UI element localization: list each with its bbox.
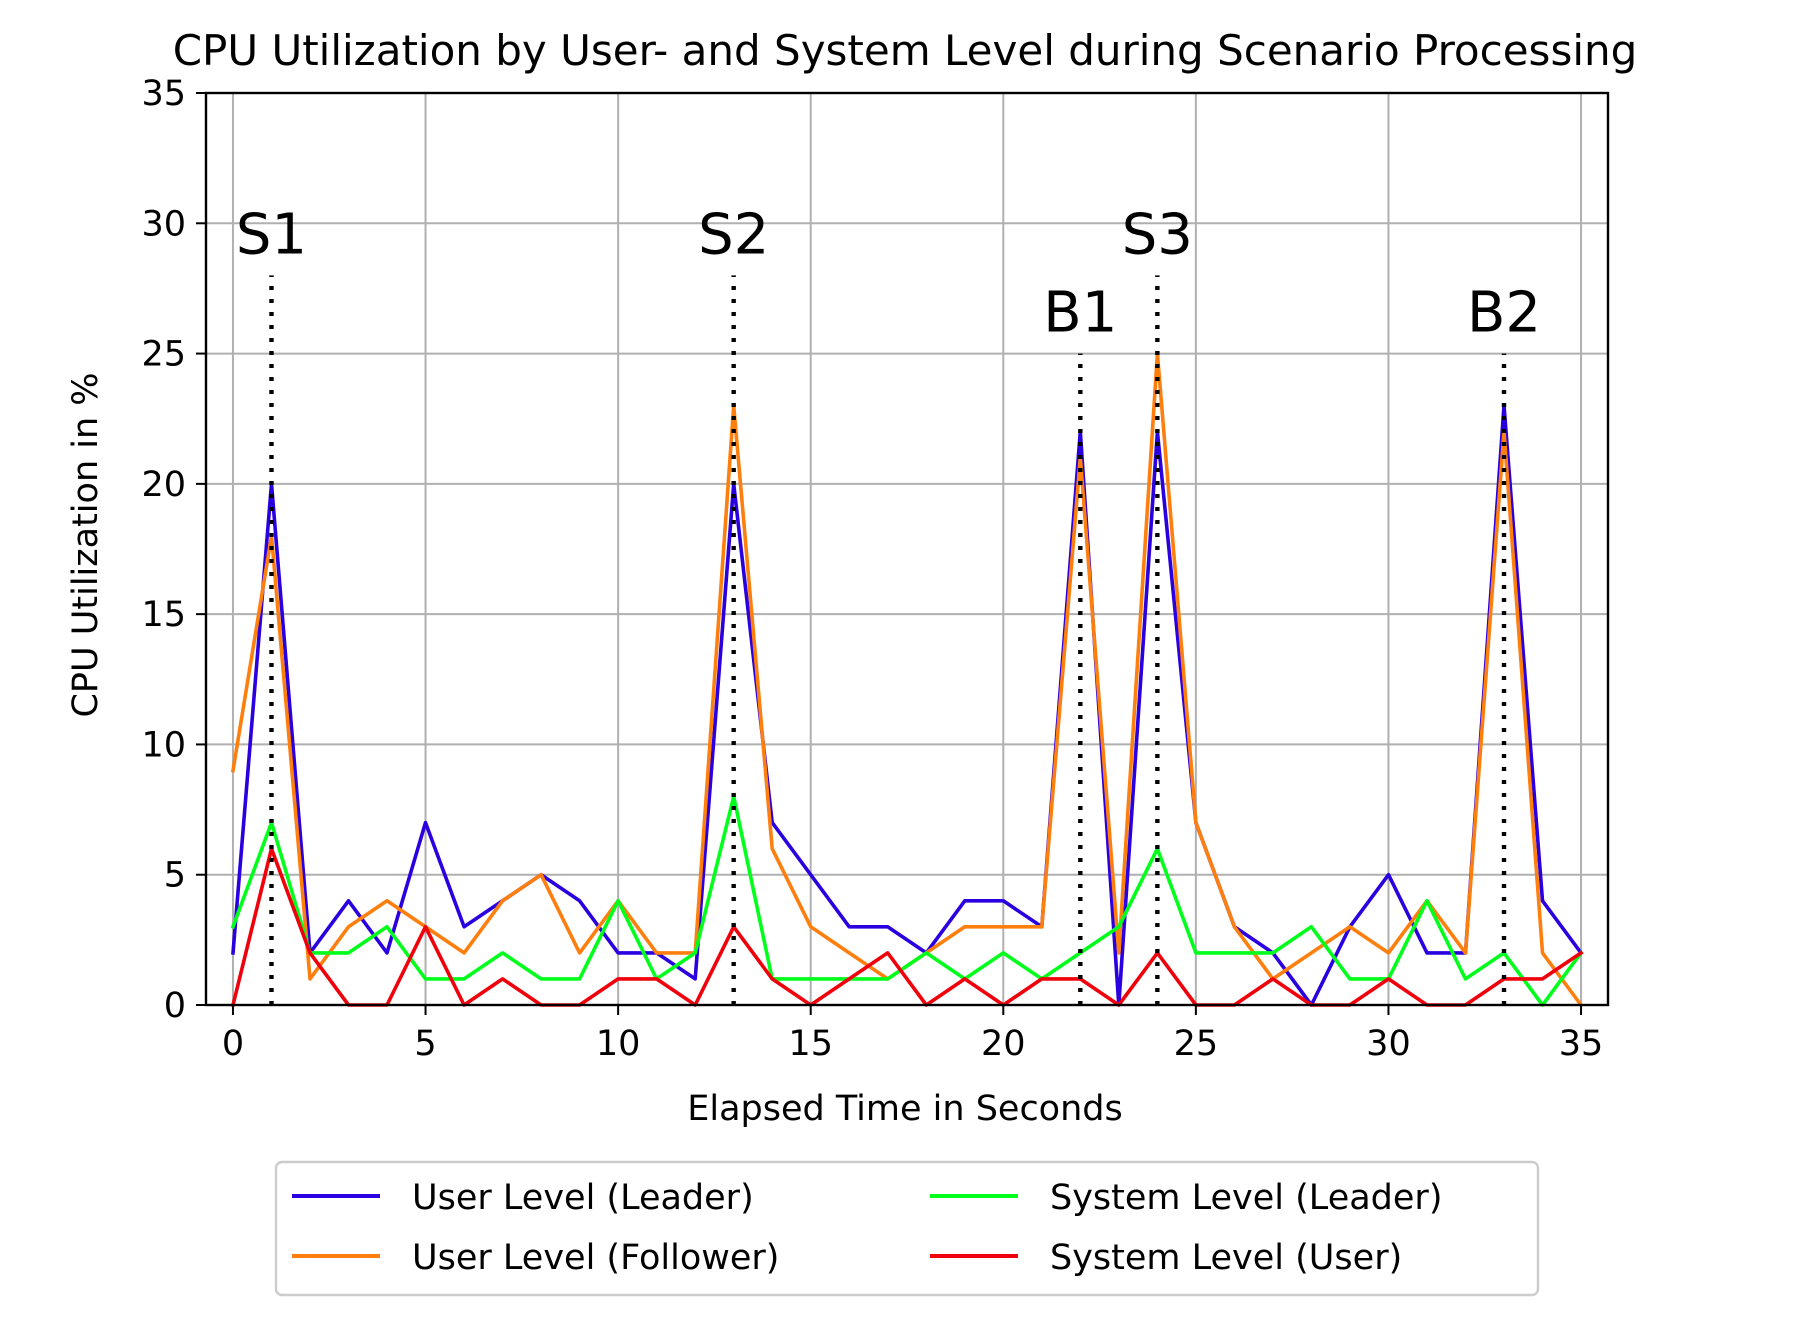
series-line-3 — [230, 846, 1584, 1008]
y-tick-label: 30 — [141, 204, 186, 244]
series-line-2 — [230, 794, 1584, 1007]
x-tick-label: 0 — [222, 1024, 244, 1064]
y-tick-label: 15 — [141, 595, 186, 635]
y-tick-label: 25 — [141, 335, 186, 375]
marker-label-s3: S3 — [1122, 202, 1193, 267]
x-tick-label: 35 — [1559, 1024, 1604, 1064]
x-tick-label: 15 — [788, 1024, 833, 1064]
marker-label-b2: B2 — [1467, 281, 1541, 346]
y-tick-label: 10 — [141, 725, 186, 765]
series-lines — [230, 351, 1584, 1008]
x-tick-label: 30 — [1366, 1024, 1411, 1064]
legend-label-0: User Level (Leader) — [412, 1178, 754, 1218]
y-tick-label: 0 — [164, 986, 186, 1026]
legend-label-2: System Level (Leader) — [1050, 1178, 1442, 1218]
legend-label-1: User Level (Follower) — [412, 1238, 779, 1278]
marker-label-s1: S1 — [236, 202, 307, 267]
legend: User Level (Leader) User Level (Follower)… — [274, 1160, 1540, 1297]
x-tick-label: 20 — [981, 1024, 1026, 1064]
marker-label-s2: S2 — [698, 202, 769, 267]
x-tick-label: 10 — [596, 1024, 641, 1064]
legend-frame — [274, 1160, 1540, 1297]
series-line-0 — [231, 403, 1584, 1007]
y-tick-label: 20 — [141, 465, 186, 505]
y-axis-label: CPU Utilization in % — [66, 372, 106, 717]
y-tick-label: 35 — [141, 74, 186, 114]
marker-label-b1: B1 — [1043, 281, 1117, 346]
plot-frame — [204, 91, 1610, 1007]
legend-label-3: System Level (User) — [1050, 1238, 1402, 1278]
x-axis-label: Elapsed Time in Seconds — [687, 1089, 1122, 1129]
axis-ticks: 0 5 10 15 20 25 30 35 0 5 10 15 20 25 30 35 — [141, 74, 1603, 1064]
y-tick-label: 5 — [164, 856, 186, 896]
chart-title: CPU Utilization by User- and System Leve… — [173, 26, 1638, 75]
x-tick-label: 25 — [1174, 1024, 1219, 1064]
x-tick-label: 5 — [414, 1024, 436, 1064]
